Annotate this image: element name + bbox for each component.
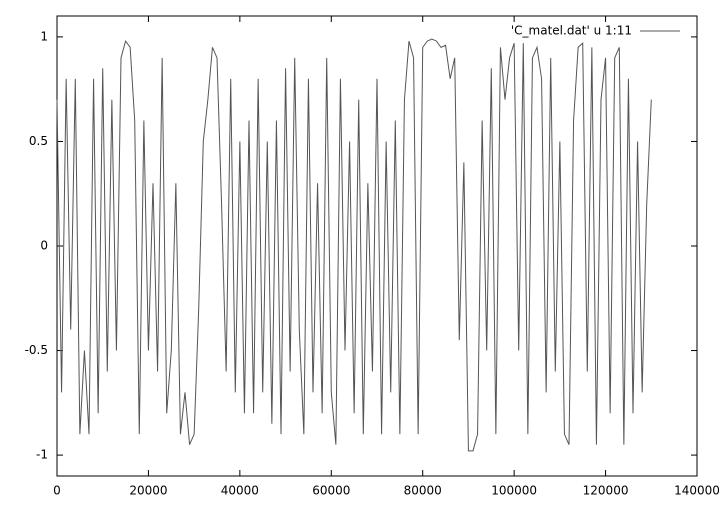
x-tick-label: 40000: [221, 484, 259, 498]
x-tick-label: 100000: [491, 484, 537, 498]
y-tick-label: 1: [40, 29, 48, 43]
y-tick-label: -1: [36, 448, 48, 462]
y-tick-label: -0.5: [25, 343, 48, 357]
y-tick-label: 0: [40, 239, 48, 253]
x-tick-label: 120000: [583, 484, 629, 498]
legend-label: 'C_matel.dat' u 1:11: [511, 24, 632, 38]
x-tick-label: 80000: [404, 484, 442, 498]
x-tick-label: 140000: [674, 484, 720, 498]
x-tick-label: 60000: [312, 484, 350, 498]
data-line: [56, 38, 652, 452]
x-tick-label: 0: [53, 484, 61, 498]
x-tick-label: 20000: [129, 484, 167, 498]
y-tick-label: 0.5: [29, 134, 48, 148]
